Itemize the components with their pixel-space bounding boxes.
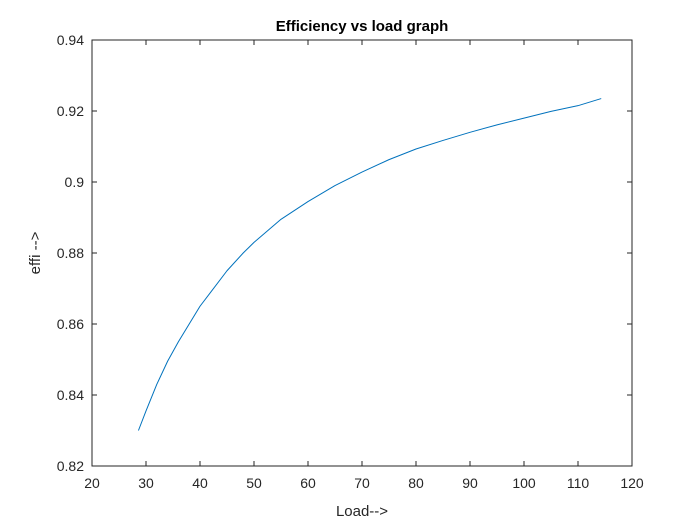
y-tick-label: 0.88 xyxy=(57,245,84,261)
y-tick-label: 0.86 xyxy=(57,316,84,332)
plot-frame xyxy=(91,39,633,467)
x-tick-label: 80 xyxy=(408,475,424,491)
x-tick-label: 90 xyxy=(462,475,478,491)
series-layer xyxy=(137,98,602,431)
y-tick-label: 0.92 xyxy=(57,103,84,119)
x-tick-label: 110 xyxy=(567,475,590,491)
x-axis-label: Load--> xyxy=(336,503,388,520)
x-tick-label: 50 xyxy=(246,475,262,491)
y-tick-label: 0.94 xyxy=(57,32,84,48)
y-tick-label: 0.9 xyxy=(65,174,85,190)
chart-title: Efficiency vs load graph xyxy=(276,18,449,35)
x-tick-label: 20 xyxy=(84,475,100,491)
x-tick-label: 120 xyxy=(620,475,644,491)
y-axis-label: effi --> xyxy=(27,231,44,274)
plot-area xyxy=(92,40,632,466)
x-tick-label: 60 xyxy=(300,475,316,491)
x-tick-label: 30 xyxy=(138,475,154,491)
y-tick-label: 0.82 xyxy=(57,458,84,474)
x-tick-label: 40 xyxy=(192,475,208,491)
axis-ticks: 20 30 40 50 60 70 80 90 100 110 120 0.82 0.84 0.86 0.8… xyxy=(57,32,644,491)
series-line xyxy=(137,98,602,431)
x-tick-label: 100 xyxy=(512,475,536,491)
x-tick-label: 70 xyxy=(354,475,370,491)
y-tick-label: 0.84 xyxy=(57,387,84,403)
